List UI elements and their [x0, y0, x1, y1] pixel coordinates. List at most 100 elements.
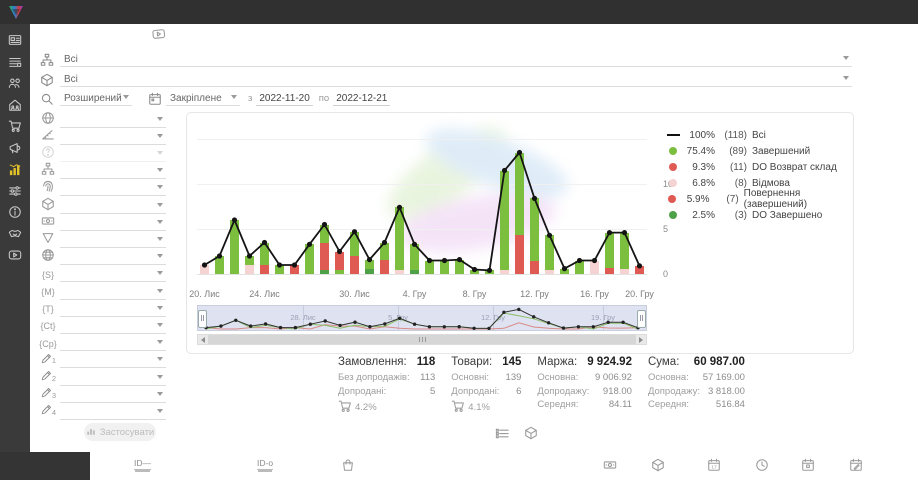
bar-day-21[interactable] [515, 152, 524, 274]
bar-day-13[interactable] [395, 207, 404, 274]
bar-day-25[interactable] [575, 260, 584, 274]
bar-day-14[interactable] [410, 244, 419, 274]
filter-select-3[interactable] [60, 164, 166, 180]
cube-icon[interactable] [651, 458, 665, 477]
legend-item-4[interactable]: 5.9% (7) Повернення (завершений) [665, 188, 853, 210]
sidebar-item-users[interactable] [0, 73, 30, 93]
bag-icon[interactable] [341, 458, 355, 477]
calendar-box-icon[interactable] [801, 458, 815, 477]
navigator-left-handle[interactable] [198, 310, 207, 328]
bar-segment-p [545, 269, 554, 274]
legend-count: (118) [724, 129, 747, 141]
filter-select-15[interactable] [60, 371, 166, 386]
source-select[interactable]: Всі [60, 52, 852, 67]
list-view-icon[interactable] [495, 426, 510, 446]
filter-select-8[interactable] [60, 250, 166, 266]
filter-select-6[interactable] [60, 216, 166, 231]
filter-select-1[interactable] [60, 130, 166, 145]
filter-select-16[interactable] [60, 388, 166, 403]
bar-day-16[interactable] [440, 260, 449, 274]
legend-item-1[interactable]: 75.4% (89) Завершений [665, 143, 853, 159]
filter-select-2[interactable] [60, 147, 166, 162]
banknote-icon[interactable] [603, 458, 617, 477]
bar-day-1[interactable] [215, 256, 224, 274]
sidebar-item-cart[interactable] [0, 116, 30, 136]
scroll-left-arrow[interactable] [201, 337, 205, 343]
date-to-input[interactable]: 2022-12-21 [333, 92, 391, 106]
bar-day-8[interactable] [320, 224, 329, 274]
table-header-id[interactable]: ID— [134, 458, 151, 470]
bar-day-9[interactable] [335, 251, 344, 274]
bar-day-28[interactable] [620, 232, 629, 274]
video-help-button[interactable] [152, 27, 166, 46]
sitemap-icon [38, 53, 56, 67]
bar-day-26[interactable] [590, 260, 599, 274]
navigator-right-handle[interactable] [637, 310, 646, 328]
period-select[interactable]: Закріплене [166, 91, 240, 106]
date-from-input[interactable]: 2022-11-20 [256, 92, 313, 106]
bar-day-4[interactable] [260, 242, 269, 274]
legend-item-5[interactable]: 2.5% (3) DO Завершено [665, 207, 853, 223]
sidebar-item-handshake[interactable] [0, 224, 30, 244]
calendar-17-icon[interactable]: 17 [707, 458, 721, 477]
product-select[interactable]: Всі [60, 72, 852, 87]
bar-day-24[interactable] [560, 268, 569, 274]
bar-day-15[interactable] [425, 260, 434, 274]
chart-scrollbar[interactable] [197, 334, 647, 345]
bar-day-12[interactable] [380, 242, 389, 274]
filter-select-12[interactable] [60, 319, 166, 334]
bar-segment-r [290, 265, 299, 274]
bar-day-3[interactable] [245, 256, 254, 274]
bar-day-23[interactable] [545, 235, 554, 274]
bar-day-18[interactable] [470, 269, 479, 274]
apply-button[interactable]: Застосувати [84, 423, 156, 441]
bar-segment-r [605, 267, 614, 274]
bar-day-5[interactable] [275, 265, 284, 274]
sidebar-item-video[interactable] [0, 245, 30, 265]
sidebar-item-home-users[interactable] [0, 95, 30, 115]
filter-select-4[interactable] [60, 181, 166, 197]
table-header-id-o[interactable]: ID-o [257, 458, 274, 470]
scroll-right-arrow[interactable] [639, 337, 643, 343]
filter-select-14[interactable] [60, 353, 166, 369]
filter-select-7[interactable] [60, 233, 166, 248]
sidebar-item-info[interactable] [0, 202, 30, 222]
filter-select-17[interactable] [60, 405, 166, 420]
legend-item-0[interactable]: 100% (118) Всі [665, 127, 853, 143]
search-icon[interactable] [38, 92, 56, 106]
cube-icon[interactable] [524, 426, 538, 446]
bar-day-7[interactable] [305, 244, 314, 274]
bar-day-22[interactable] [530, 198, 539, 274]
search-mode-select[interactable]: Розширений [60, 91, 132, 106]
brand-logo-icon[interactable] [7, 3, 25, 21]
bar-day-2[interactable] [230, 220, 239, 274]
sidebar-item-sliders[interactable] [0, 181, 30, 201]
bar-day-0[interactable] [200, 265, 209, 274]
legend-item-3[interactable]: 6.8% (8) Відмова [665, 175, 853, 191]
chart-navigator[interactable]: 28. Лис 5. Гру 12. Гру 19. Гру [197, 305, 647, 331]
scrollbar-thumb[interactable] [208, 335, 636, 344]
bar-day-20[interactable] [500, 170, 509, 274]
sidebar-item-bar-chart[interactable] [0, 159, 30, 179]
bar-day-11[interactable] [365, 259, 374, 274]
bar-segment-r [380, 259, 389, 274]
bar-day-27[interactable] [605, 232, 614, 274]
bar-day-17[interactable] [455, 259, 464, 274]
filter-select-11[interactable] [60, 302, 166, 317]
calendar-edit-icon[interactable] [849, 458, 863, 477]
bar-day-29[interactable] [635, 265, 644, 274]
bar-segment-g [560, 268, 569, 274]
sidebar-item-megaphone[interactable] [0, 138, 30, 158]
legend-item-2[interactable]: 9.3% (11) DO Возврат склад [665, 159, 853, 175]
filter-select-13[interactable] [60, 336, 166, 352]
clock-icon[interactable] [755, 458, 769, 477]
filter-select-0[interactable] [60, 113, 166, 128]
sidebar-item-list[interactable] [0, 52, 30, 72]
bar-day-10[interactable] [350, 231, 359, 274]
bar-day-19[interactable] [485, 270, 494, 274]
filter-select-10[interactable] [60, 285, 166, 300]
filter-select-9[interactable] [60, 267, 166, 283]
filter-select-5[interactable] [60, 199, 166, 214]
sidebar-item-panel[interactable] [0, 30, 30, 50]
bar-day-6[interactable] [290, 265, 299, 274]
